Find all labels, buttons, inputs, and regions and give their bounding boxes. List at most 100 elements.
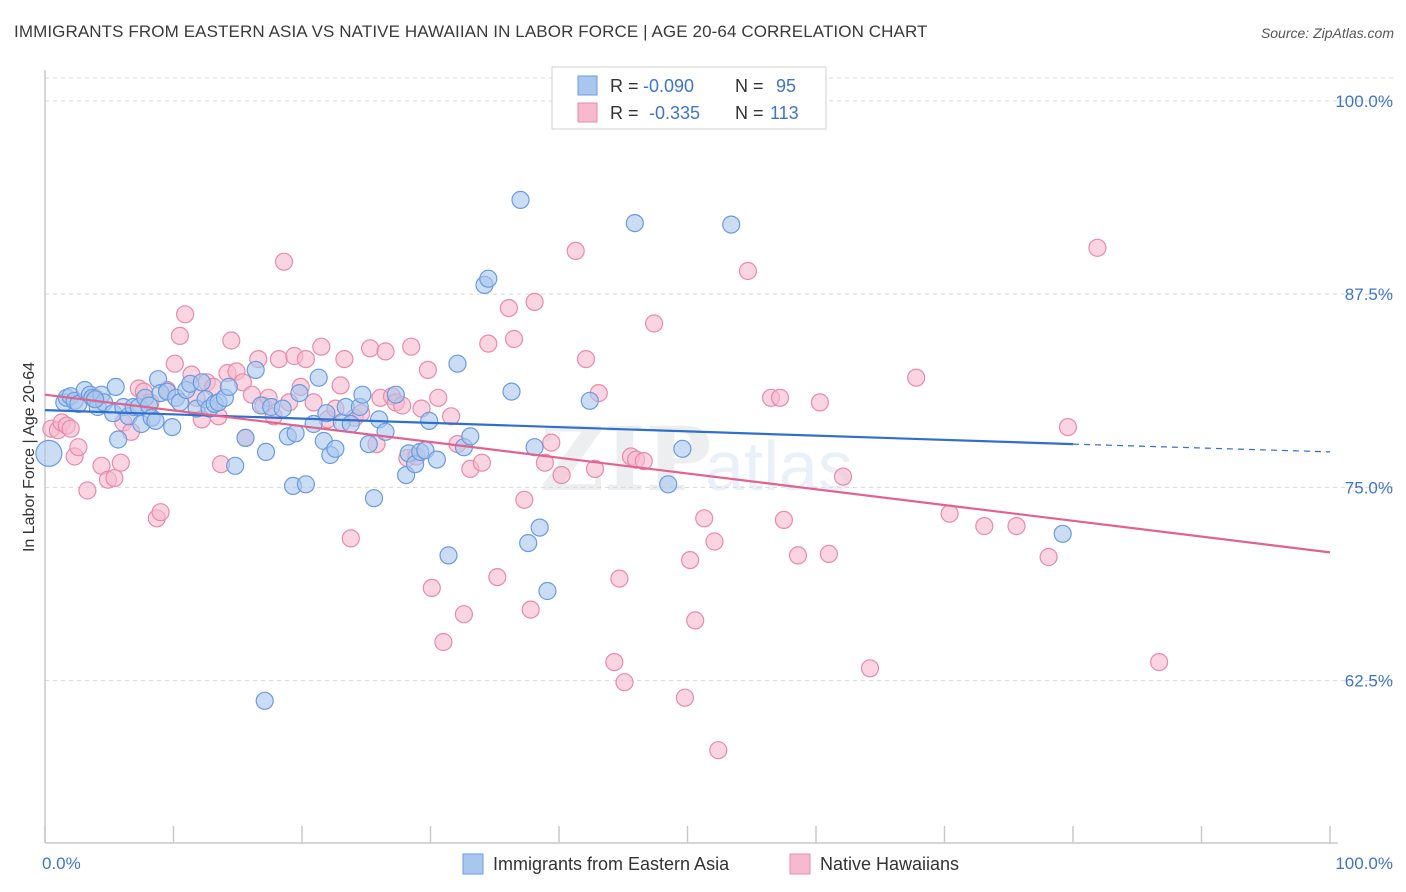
x-axis-ticks [44,826,1331,843]
point-native-hawaiian [610,569,629,588]
trend-line-native-hawaiian [44,393,1331,554]
point-eastern-asia [106,377,125,396]
y-tick-label: 62.5% [1345,672,1393,691]
point-eastern-asia [1053,524,1072,543]
series-immigrants-eastern-asia [35,190,1072,710]
point-native-hawaiian [788,546,808,565]
point-native-hawaiian [819,544,839,564]
point-eastern-asia [461,427,480,446]
point-native-hawaiian [644,314,664,333]
y-axis-title: In Labor Force | Age 20-64 [21,362,38,552]
bottom-legend-label-pink: Native Hawaiians [820,854,959,874]
point-native-hawaiian [1039,547,1058,567]
point-native-hawaiian [269,350,288,369]
point-native-hawaiian [418,360,437,379]
point-native-hawaiian [552,466,571,485]
point-native-hawaiian [331,376,350,395]
y-tick-label: 100.0% [1335,92,1393,111]
point-native-hawaiian [695,509,714,528]
point-native-hawaiian [525,292,544,311]
series-legend: Immigrants from Eastern Asia Native Hawa… [462,853,959,875]
point-native-hawaiian [810,393,830,412]
point-native-hawaiian [907,368,926,387]
point-native-hawaiian [434,632,453,652]
point-eastern-asia [722,215,741,234]
point-native-hawaiian [1088,238,1107,257]
point-native-hawaiian [515,490,534,509]
point-native-hawaiian [576,350,596,369]
x-tick-label-max: 100.0% [1335,854,1393,873]
legend-r-label-2: R = [610,103,639,123]
point-eastern-asia [192,373,211,392]
point-eastern-asia [256,442,276,461]
point-native-hawaiian [335,350,354,369]
point-native-hawaiian [680,550,700,570]
point-native-hawaiian [774,510,794,530]
point-eastern-asia [146,411,165,430]
point-native-hawaiian [402,337,421,356]
chart-source: Source: ZipAtlas.com [1260,25,1394,41]
point-native-hawaiian [504,329,524,349]
bottom-legend-swatch-blue [462,853,484,875]
point-native-hawaiian [1058,418,1078,437]
point-eastern-asia [246,360,265,379]
point-native-hawaiian [472,453,491,472]
point-eastern-asia [511,190,530,209]
point-eastern-asia [659,475,678,494]
point-native-hawaiian [615,673,634,692]
point-native-hawaiian [170,326,189,345]
legend-n-label-2: N = [735,103,764,123]
point-eastern-asia [448,354,467,373]
x-tick-label-min: 0.0% [42,854,81,873]
point-eastern-asia [286,424,305,443]
point-eastern-asia [386,385,405,404]
point-native-hawaiian [488,567,507,587]
point-eastern-asia [109,430,128,449]
point-native-hawaiian [975,516,994,536]
point-native-hawaiian [105,469,124,488]
point-native-hawaiian [709,741,728,760]
legend-n-value-2: 113 [770,103,799,123]
point-native-hawaiian [222,331,241,350]
point-native-hawaiian [585,459,605,478]
point-eastern-asia [35,439,63,467]
watermark: ZIP atlas [540,407,853,511]
point-native-hawaiian [274,252,294,271]
legend-swatch-pink [577,102,598,123]
point-eastern-asia [580,391,599,410]
point-native-hawaiian [770,388,790,407]
point-eastern-asia [317,404,336,423]
point-eastern-asia [236,428,255,447]
point-eastern-asia [420,411,439,430]
point-native-hawaiian [521,600,540,619]
point-eastern-asia [163,418,182,437]
point-native-hawaiian [165,354,184,373]
point-native-hawaiian [176,305,195,324]
y-tick-label: 75.0% [1345,478,1393,497]
point-eastern-asia [273,399,292,418]
point-native-hawaiian [151,503,170,522]
bottom-legend-swatch-pink [789,853,811,875]
point-native-hawaiian [312,337,331,356]
point-eastern-asia [364,489,384,508]
point-native-hawaiian [376,342,395,361]
point-eastern-asia [309,368,328,387]
point-native-hawaiian [499,299,518,318]
point-native-hawaiian [454,605,473,624]
point-native-hawaiian [535,453,555,472]
legend-r-label-1: R = [610,76,639,96]
point-native-hawaiian [705,532,724,551]
point-native-hawaiian [78,481,97,500]
point-native-hawaiian [361,339,380,358]
trend-line-eastern-asia-extension [1072,443,1331,453]
point-native-hawaiian [422,578,441,598]
point-native-hawaiian [479,334,498,353]
legend-n-value-1: 95 [776,76,796,96]
legend-n-label-1: N = [735,76,764,96]
point-native-hawaiian [61,419,80,438]
point-eastern-asia [341,414,360,434]
point-eastern-asia [625,214,644,233]
point-native-hawaiian [860,659,880,678]
point-native-hawaiian [542,433,561,452]
